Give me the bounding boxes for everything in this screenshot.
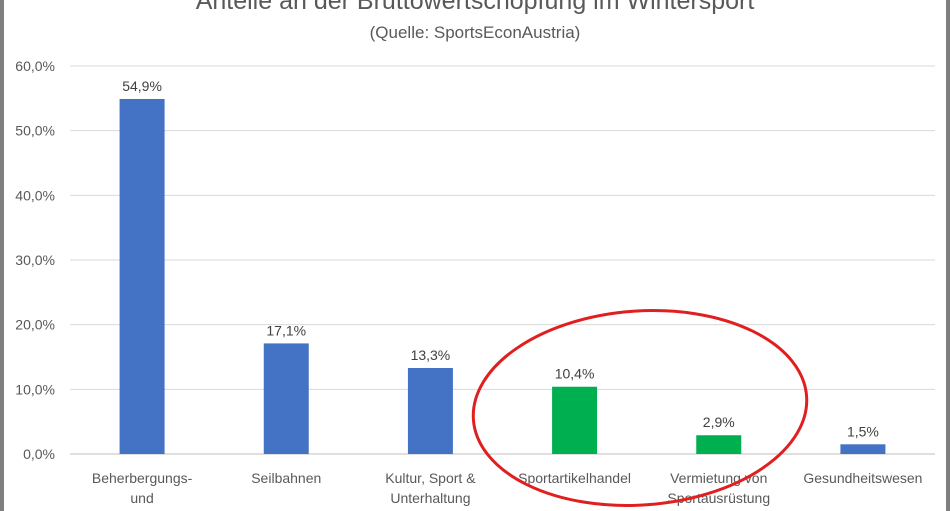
y-tick-label: 0,0% (23, 446, 55, 462)
x-axis-categories: Beherbergungs-und Seilbahnen Kultur, Sport… (92, 470, 923, 506)
y-tick-label: 60,0% (15, 58, 55, 74)
data-label: 1,5% (847, 423, 879, 439)
x-tick-label: Gesundheitswesen (803, 470, 922, 486)
y-tick-label: 20,0% (15, 317, 55, 333)
x-tick-label: Beherbergungs- (92, 470, 193, 486)
bar (696, 435, 742, 454)
bar (840, 444, 886, 454)
x-tick-label: Unterhaltung (390, 490, 470, 506)
chart-title: Anteile an der Bruttowertschöpfung im Wi… (195, 0, 755, 15)
data-label: 13,3% (411, 347, 451, 363)
x-tick-label: Seilbahnen (251, 470, 321, 486)
data-labels: 54,9% 17,1% 13,3% 10,4% 2,9% 1,5% (122, 78, 879, 439)
data-label: 17,1% (266, 322, 306, 338)
y-tick-label: 30,0% (15, 252, 55, 268)
data-label: 54,9% (122, 78, 162, 94)
highlight-ellipse (471, 309, 809, 507)
x-tick-label: Sportartikelhandel (518, 470, 631, 486)
data-label: 2,9% (703, 414, 735, 430)
x-tick-label: Sportausrüstung (667, 490, 770, 506)
y-tick-label: 50,0% (15, 123, 55, 139)
x-tick-label: und (130, 490, 153, 506)
x-tick-label: Kultur, Sport & (385, 470, 476, 486)
bars (119, 98, 886, 454)
y-tick-label: 40,0% (15, 187, 55, 203)
x-tick-label: Vermietung von (670, 470, 767, 486)
y-axis-ticks: 0,0% 10,0% 20,0% 30,0% 40,0% 50,0% 60,0% (15, 58, 55, 462)
bar (119, 98, 165, 454)
data-label: 10,4% (555, 366, 595, 382)
bar (263, 343, 309, 454)
y-tick-label: 10,0% (15, 381, 55, 397)
gridlines (70, 65, 935, 455)
bar (552, 386, 598, 454)
chart-subtitle: (Quelle: SportsEconAustria) (369, 23, 581, 42)
bar (407, 367, 453, 454)
